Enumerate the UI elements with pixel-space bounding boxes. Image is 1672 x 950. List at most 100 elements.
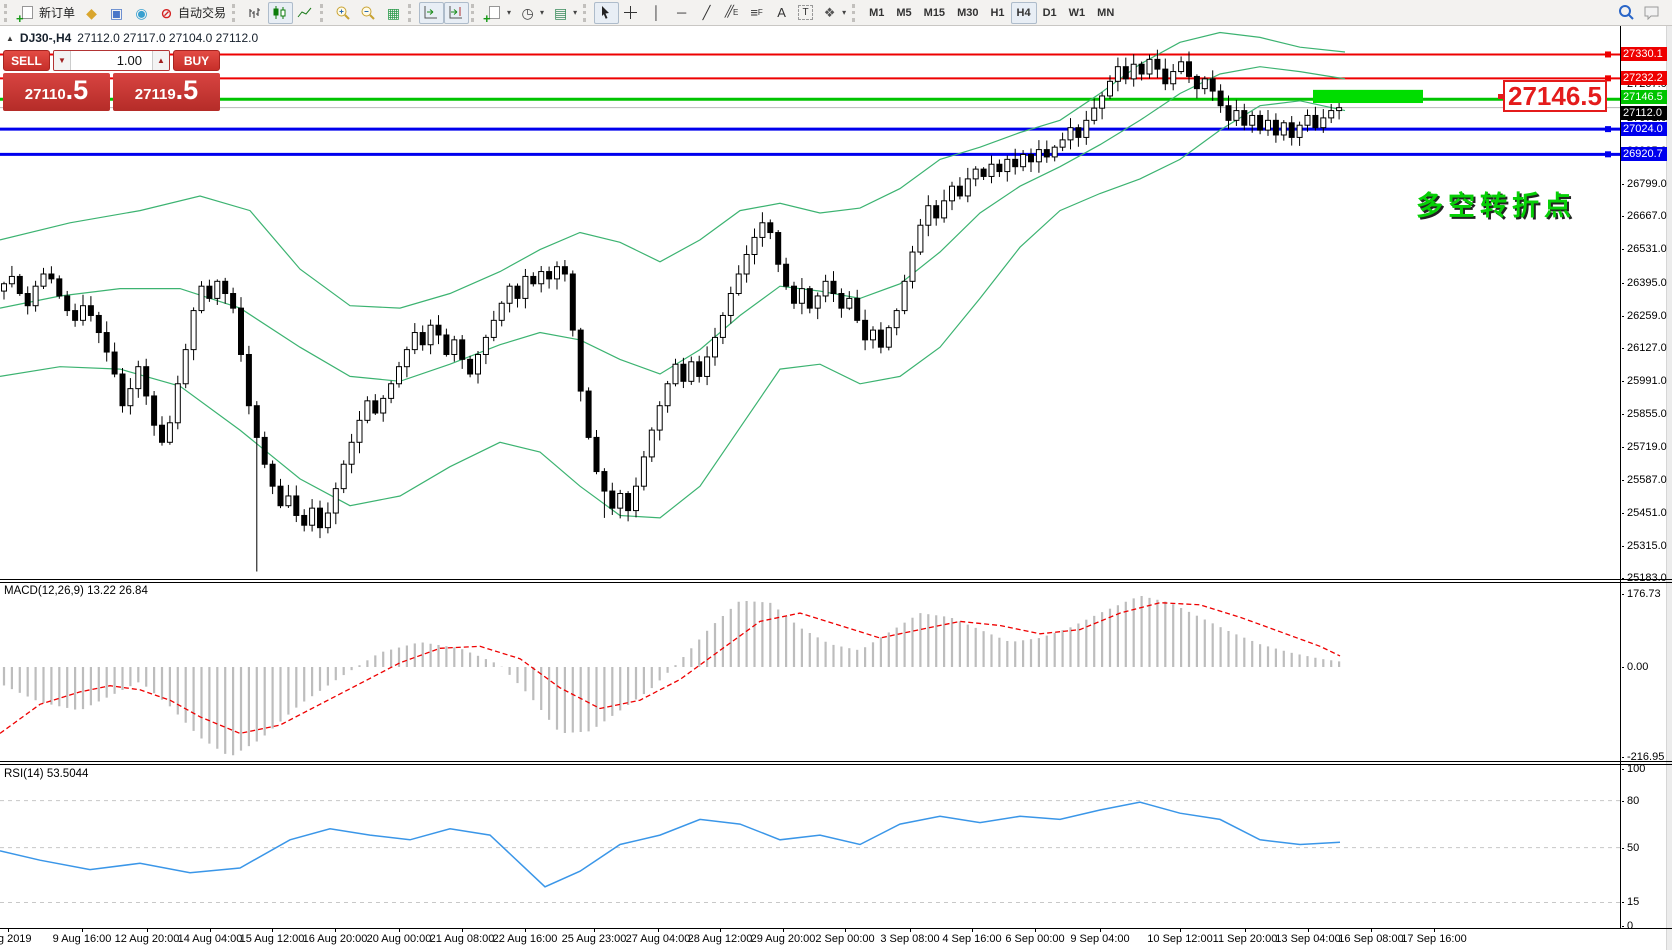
turning-point-annotation[interactable]: 多空转折点	[1416, 191, 1576, 221]
dropdown-caret-icon[interactable]: ▾	[842, 8, 847, 17]
volume-value[interactable]: 1.00	[116, 53, 142, 68]
dropdown-caret-icon[interactable]: ▾	[507, 8, 512, 17]
axis-tick	[1622, 769, 1624, 770]
chart-shift-button[interactable]	[444, 1, 470, 24]
toolbar-grip	[471, 3, 478, 22]
buy-price-fraction: .5	[175, 75, 199, 105]
timeframe-h4-button[interactable]: H4	[1010, 1, 1037, 24]
axis-tick	[1622, 848, 1624, 849]
axis-tick	[1622, 414, 1624, 415]
time-tick-label: 4 Sep 16:00	[942, 933, 1002, 945]
macd-scale-label: -216.95	[1627, 751, 1665, 763]
time-tick	[1371, 928, 1372, 932]
auto-scroll-icon	[423, 5, 440, 21]
panel-separator[interactable]	[0, 579, 1672, 580]
time-tick	[399, 928, 400, 932]
timeframe-m5-button[interactable]: M5	[896, 6, 912, 19]
channel-button[interactable]	[719, 2, 744, 24]
timeframe-m1-button[interactable]: M1	[869, 6, 885, 19]
volume-down-icon[interactable]: ▼	[54, 51, 71, 70]
level-price-label: 27232.2	[1621, 71, 1667, 85]
price-axis[interactable]: 27207.027071.026935.026799.026667.026531…	[1620, 26, 1672, 932]
fibonacci-button[interactable]	[744, 2, 769, 24]
buy-price[interactable]: 27119 .5	[113, 73, 220, 111]
price-tick-label: 25855.0	[1627, 408, 1667, 420]
buy-button[interactable]: BUY	[173, 50, 220, 71]
toolbar-grip	[320, 3, 327, 22]
timeframe-w1-button[interactable]: W1	[1068, 6, 1086, 19]
volume-stepper[interactable]: ▼ 1.00 ▲	[53, 50, 170, 71]
shapes-button[interactable]: ▾	[817, 2, 850, 24]
price-tick-label: 26667.0	[1627, 210, 1667, 222]
price-tick-label: 26395.0	[1627, 277, 1667, 289]
panel-separator[interactable]	[0, 761, 1672, 762]
price-tick-label: 26127.0	[1627, 342, 1667, 354]
templates-button[interactable]: ▾	[548, 2, 581, 24]
dropdown-caret-icon[interactable]: ▾	[573, 8, 578, 17]
horizontal-line-button[interactable]	[669, 2, 694, 24]
rsi-scale-label: 100	[1627, 763, 1646, 775]
sell-price-main: 27110	[24, 86, 66, 103]
vertical-line-button[interactable]	[644, 2, 669, 24]
dropdown-caret-icon[interactable]: ▾	[540, 8, 545, 17]
time-tick	[720, 928, 721, 932]
profiles-icon[interactable]	[104, 2, 129, 24]
candlestick-chart-icon	[272, 5, 289, 21]
time-axis-line	[0, 928, 1672, 929]
trendline-button[interactable]	[694, 2, 719, 24]
callout-anchor-marker	[1498, 94, 1503, 99]
shapes-icon	[821, 5, 838, 21]
main-price-chart[interactable]	[0, 26, 1620, 578]
timeframe-h1-button[interactable]: H1	[990, 6, 1005, 19]
new-chart-icon[interactable]	[79, 2, 104, 24]
zoom-in-button[interactable]	[331, 2, 356, 24]
crosshair-button[interactable]	[619, 2, 644, 24]
new-order-button[interactable]: 新订单	[15, 2, 79, 24]
text-icon	[773, 5, 790, 21]
text-label-button[interactable]	[794, 2, 817, 24]
periods-button[interactable]: ▾	[515, 2, 548, 24]
candlestick-chart-button[interactable]	[268, 1, 294, 24]
window-edge-strip	[1666, 26, 1672, 950]
timeframe-m15-button[interactable]: M15	[923, 6, 946, 19]
auto-scroll-button[interactable]	[419, 1, 445, 24]
bar-chart-button[interactable]	[243, 2, 268, 24]
time-tick-label: 16 Aug 20:00	[302, 933, 368, 945]
axis-tick	[1622, 667, 1624, 668]
trendline-icon	[698, 5, 715, 21]
text-button[interactable]	[769, 2, 794, 24]
timeframe-m30-button[interactable]: M30	[957, 6, 979, 19]
search-icon[interactable]	[1614, 2, 1639, 24]
cursor-button[interactable]	[594, 1, 620, 24]
timeframe-mn-button[interactable]: MN	[1097, 6, 1115, 19]
zoom-out-button[interactable]	[356, 2, 381, 24]
indicators-button[interactable]: ▾	[482, 2, 515, 24]
rsi-scale-label: 15	[1627, 896, 1640, 908]
tile-windows-button[interactable]	[381, 2, 406, 24]
autotrading-button[interactable]: 自动交易	[154, 2, 230, 24]
signals-icon[interactable]	[129, 2, 154, 24]
volume-up-icon[interactable]: ▲	[152, 51, 169, 70]
macd-scale-label: 176.73	[1627, 588, 1661, 600]
macd-panel-chart[interactable]	[0, 583, 1620, 758]
rsi-panel-chart[interactable]	[0, 766, 1620, 926]
zoom-in-icon	[335, 5, 352, 21]
callout-text: 27146.5	[1508, 81, 1602, 111]
time-tick	[8, 928, 9, 932]
collapse-arrow-icon[interactable]: ▲	[6, 33, 14, 43]
chat-icon[interactable]	[1639, 2, 1664, 24]
toolbar-right-icons	[1614, 2, 1664, 24]
signals-icon-icon	[133, 5, 150, 21]
sell-price[interactable]: 27110 .5	[3, 73, 110, 111]
time-tick-label: 20 Aug 00:00	[366, 933, 432, 945]
time-tick	[594, 928, 595, 932]
sell-button[interactable]: SELL	[3, 50, 50, 71]
time-tick	[910, 928, 911, 932]
price-callout-annotation[interactable]: 27146.5	[1498, 80, 1607, 112]
time-tick	[335, 928, 336, 932]
line-chart-button[interactable]	[293, 2, 318, 24]
toolbar-grip	[852, 3, 859, 22]
time-tick	[525, 928, 526, 932]
timeframe-d1-button[interactable]: D1	[1042, 6, 1057, 19]
